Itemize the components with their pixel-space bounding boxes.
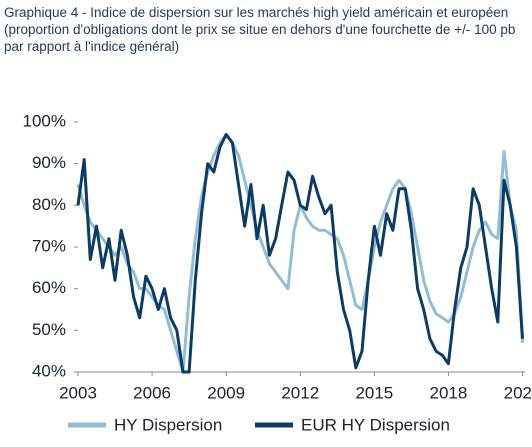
y-tick-label: 70% [32, 236, 66, 255]
x-tick-label: 2015 [355, 383, 393, 402]
y-tick-label: 100% [23, 111, 66, 130]
y-tick-label: 60% [32, 278, 66, 297]
x-tick-label: 2009 [207, 383, 245, 402]
y-tick-label: 90% [32, 153, 66, 172]
series-line [76, 133, 524, 374]
x-tick-label: 2018 [430, 383, 468, 402]
x-tick-label: 2012 [281, 383, 319, 402]
chart-title: Graphique 4 - Indice de dispersion sur l… [4, 5, 516, 54]
y-tick-label: 50% [32, 320, 66, 339]
x-tick-label: 2006 [133, 383, 171, 402]
legend-label: HY Dispersion [114, 415, 222, 434]
y-tick-label: 40% [32, 361, 66, 380]
legend-label: EUR HY Dispersion [301, 415, 450, 434]
y-tick-label: 80% [32, 195, 66, 214]
series-line [76, 133, 524, 374]
x-tick-label: 2003 [59, 383, 97, 402]
x-tick-label: 2021 [504, 383, 532, 402]
